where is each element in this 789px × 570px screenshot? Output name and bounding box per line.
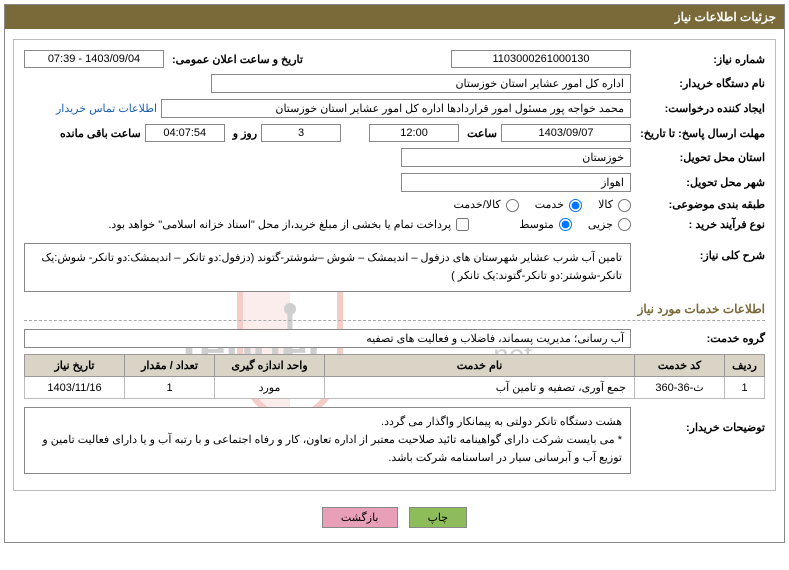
buyer-org-value: اداره کل امور عشایر استان خوزستان bbox=[211, 74, 631, 93]
table-header-row: ردیف کد خدمت نام خدمت واحد اندازه گیری ت… bbox=[25, 355, 765, 377]
category-radio-goods[interactable] bbox=[618, 199, 631, 212]
cell-unit: مورد bbox=[215, 377, 325, 399]
panel-header: جزئیات اطلاعات نیاز bbox=[5, 5, 784, 29]
th-date: تاریخ نیاز bbox=[25, 355, 125, 377]
th-name: نام خدمت bbox=[325, 355, 635, 377]
cell-code: ث-36-360 bbox=[635, 377, 725, 399]
table-row: 1 ث-36-360 جمع آوری، تصفیه و تامین آب مو… bbox=[25, 377, 765, 399]
delivery-city-value: اهواز bbox=[401, 173, 631, 192]
services-section-title: اطلاعات خدمات مورد نیاز bbox=[24, 302, 765, 321]
need-number-label: شماره نیاز: bbox=[635, 53, 765, 66]
requester-value: محمد خواجه پور مسئول امور قراردادها ادار… bbox=[161, 99, 631, 118]
delivery-province-label: استان محل تحویل: bbox=[635, 151, 765, 164]
buyer-org-label: نام دستگاه خریدار: bbox=[635, 77, 765, 90]
delivery-province-value: خوزستان bbox=[401, 148, 631, 167]
deadline-time-label: ساعت bbox=[463, 127, 497, 140]
purchase-type-label: نوع فرآیند خرید : bbox=[635, 218, 765, 231]
purchase-type-option-medium[interactable]: متوسط bbox=[519, 218, 572, 232]
category-radio-service[interactable] bbox=[569, 199, 582, 212]
button-row: چاپ بازگشت bbox=[13, 499, 776, 530]
announce-datetime-label: تاریخ و ساعت اعلان عمومی: bbox=[168, 53, 303, 66]
category-option-service[interactable]: خدمت bbox=[535, 198, 582, 212]
category-option-both[interactable]: کالا/خدمت bbox=[453, 198, 518, 212]
services-table: ردیف کد خدمت نام خدمت واحد اندازه گیری ت… bbox=[24, 354, 765, 399]
cell-row: 1 bbox=[725, 377, 765, 399]
purchase-type-radio-minor[interactable] bbox=[618, 218, 631, 231]
purchase-type-option-minor[interactable]: جزیی bbox=[588, 218, 631, 232]
content-area: شماره نیاز: 1103000261000130 تاریخ و ساع… bbox=[5, 29, 784, 542]
general-desc-value: تامین آب شرب عشایر شهرستان های دزفول – ا… bbox=[24, 243, 631, 292]
deadline-label: مهلت ارسال پاسخ: تا تاریخ: bbox=[635, 127, 765, 140]
deadline-days: 3 bbox=[261, 124, 341, 142]
service-group-value: آب رسانی؛ مدیریت پسماند، فاضلاب و فعالیت… bbox=[24, 329, 631, 348]
deadline-remain-label: ساعت باقی مانده bbox=[56, 127, 141, 140]
main-container: جزئیات اطلاعات نیاز شماره نیاز: 11030002… bbox=[4, 4, 785, 543]
requester-label: ایجاد کننده درخواست: bbox=[635, 102, 765, 115]
deadline-date: 1403/09/07 bbox=[501, 124, 631, 142]
cell-qty: 1 bbox=[125, 377, 215, 399]
purchase-type-radio-medium[interactable] bbox=[559, 218, 572, 231]
category-option-goods[interactable]: کالا bbox=[598, 198, 631, 212]
treasury-checkbox[interactable] bbox=[456, 218, 469, 231]
deadline-remain: 04:07:54 bbox=[145, 124, 225, 142]
deadline-days-label: روز و bbox=[229, 127, 257, 140]
delivery-city-label: شهر محل تحویل: bbox=[635, 176, 765, 189]
buyer-notes-label: توضیحات خریدار: bbox=[635, 407, 765, 434]
category-radio-both[interactable] bbox=[506, 199, 519, 212]
service-group-label: گروه خدمت: bbox=[635, 332, 765, 345]
need-number-value: 1103000261000130 bbox=[451, 50, 631, 68]
deadline-time: 12:00 bbox=[369, 124, 459, 142]
cell-date: 1403/11/16 bbox=[25, 377, 125, 399]
info-panel: شماره نیاز: 1103000261000130 تاریخ و ساع… bbox=[13, 39, 776, 491]
cell-name: جمع آوری، تصفیه و تامین آب bbox=[325, 377, 635, 399]
panel-title: جزئیات اطلاعات نیاز bbox=[675, 10, 776, 24]
buyer-notes-value: هشت دستگاه تانکر دولتی به پیمانکار واگذا… bbox=[24, 407, 631, 474]
category-label: طبقه بندی موضوعی: bbox=[635, 198, 765, 211]
th-qty: تعداد / مقدار bbox=[125, 355, 215, 377]
th-code: کد خدمت bbox=[635, 355, 725, 377]
buyer-contact-link[interactable]: اطلاعات تماس خریدار bbox=[56, 102, 157, 115]
back-button[interactable]: بازگشت bbox=[322, 507, 398, 528]
th-unit: واحد اندازه گیری bbox=[215, 355, 325, 377]
announce-datetime-value: 1403/09/04 - 07:39 bbox=[24, 50, 164, 68]
print-button[interactable]: چاپ bbox=[409, 507, 468, 528]
general-desc-label: شرح کلی نیاز: bbox=[635, 243, 765, 262]
th-row: ردیف bbox=[725, 355, 765, 377]
treasury-checkbox-label[interactable]: پرداخت تمام یا بخشی از مبلغ خرید،از محل … bbox=[108, 218, 469, 232]
